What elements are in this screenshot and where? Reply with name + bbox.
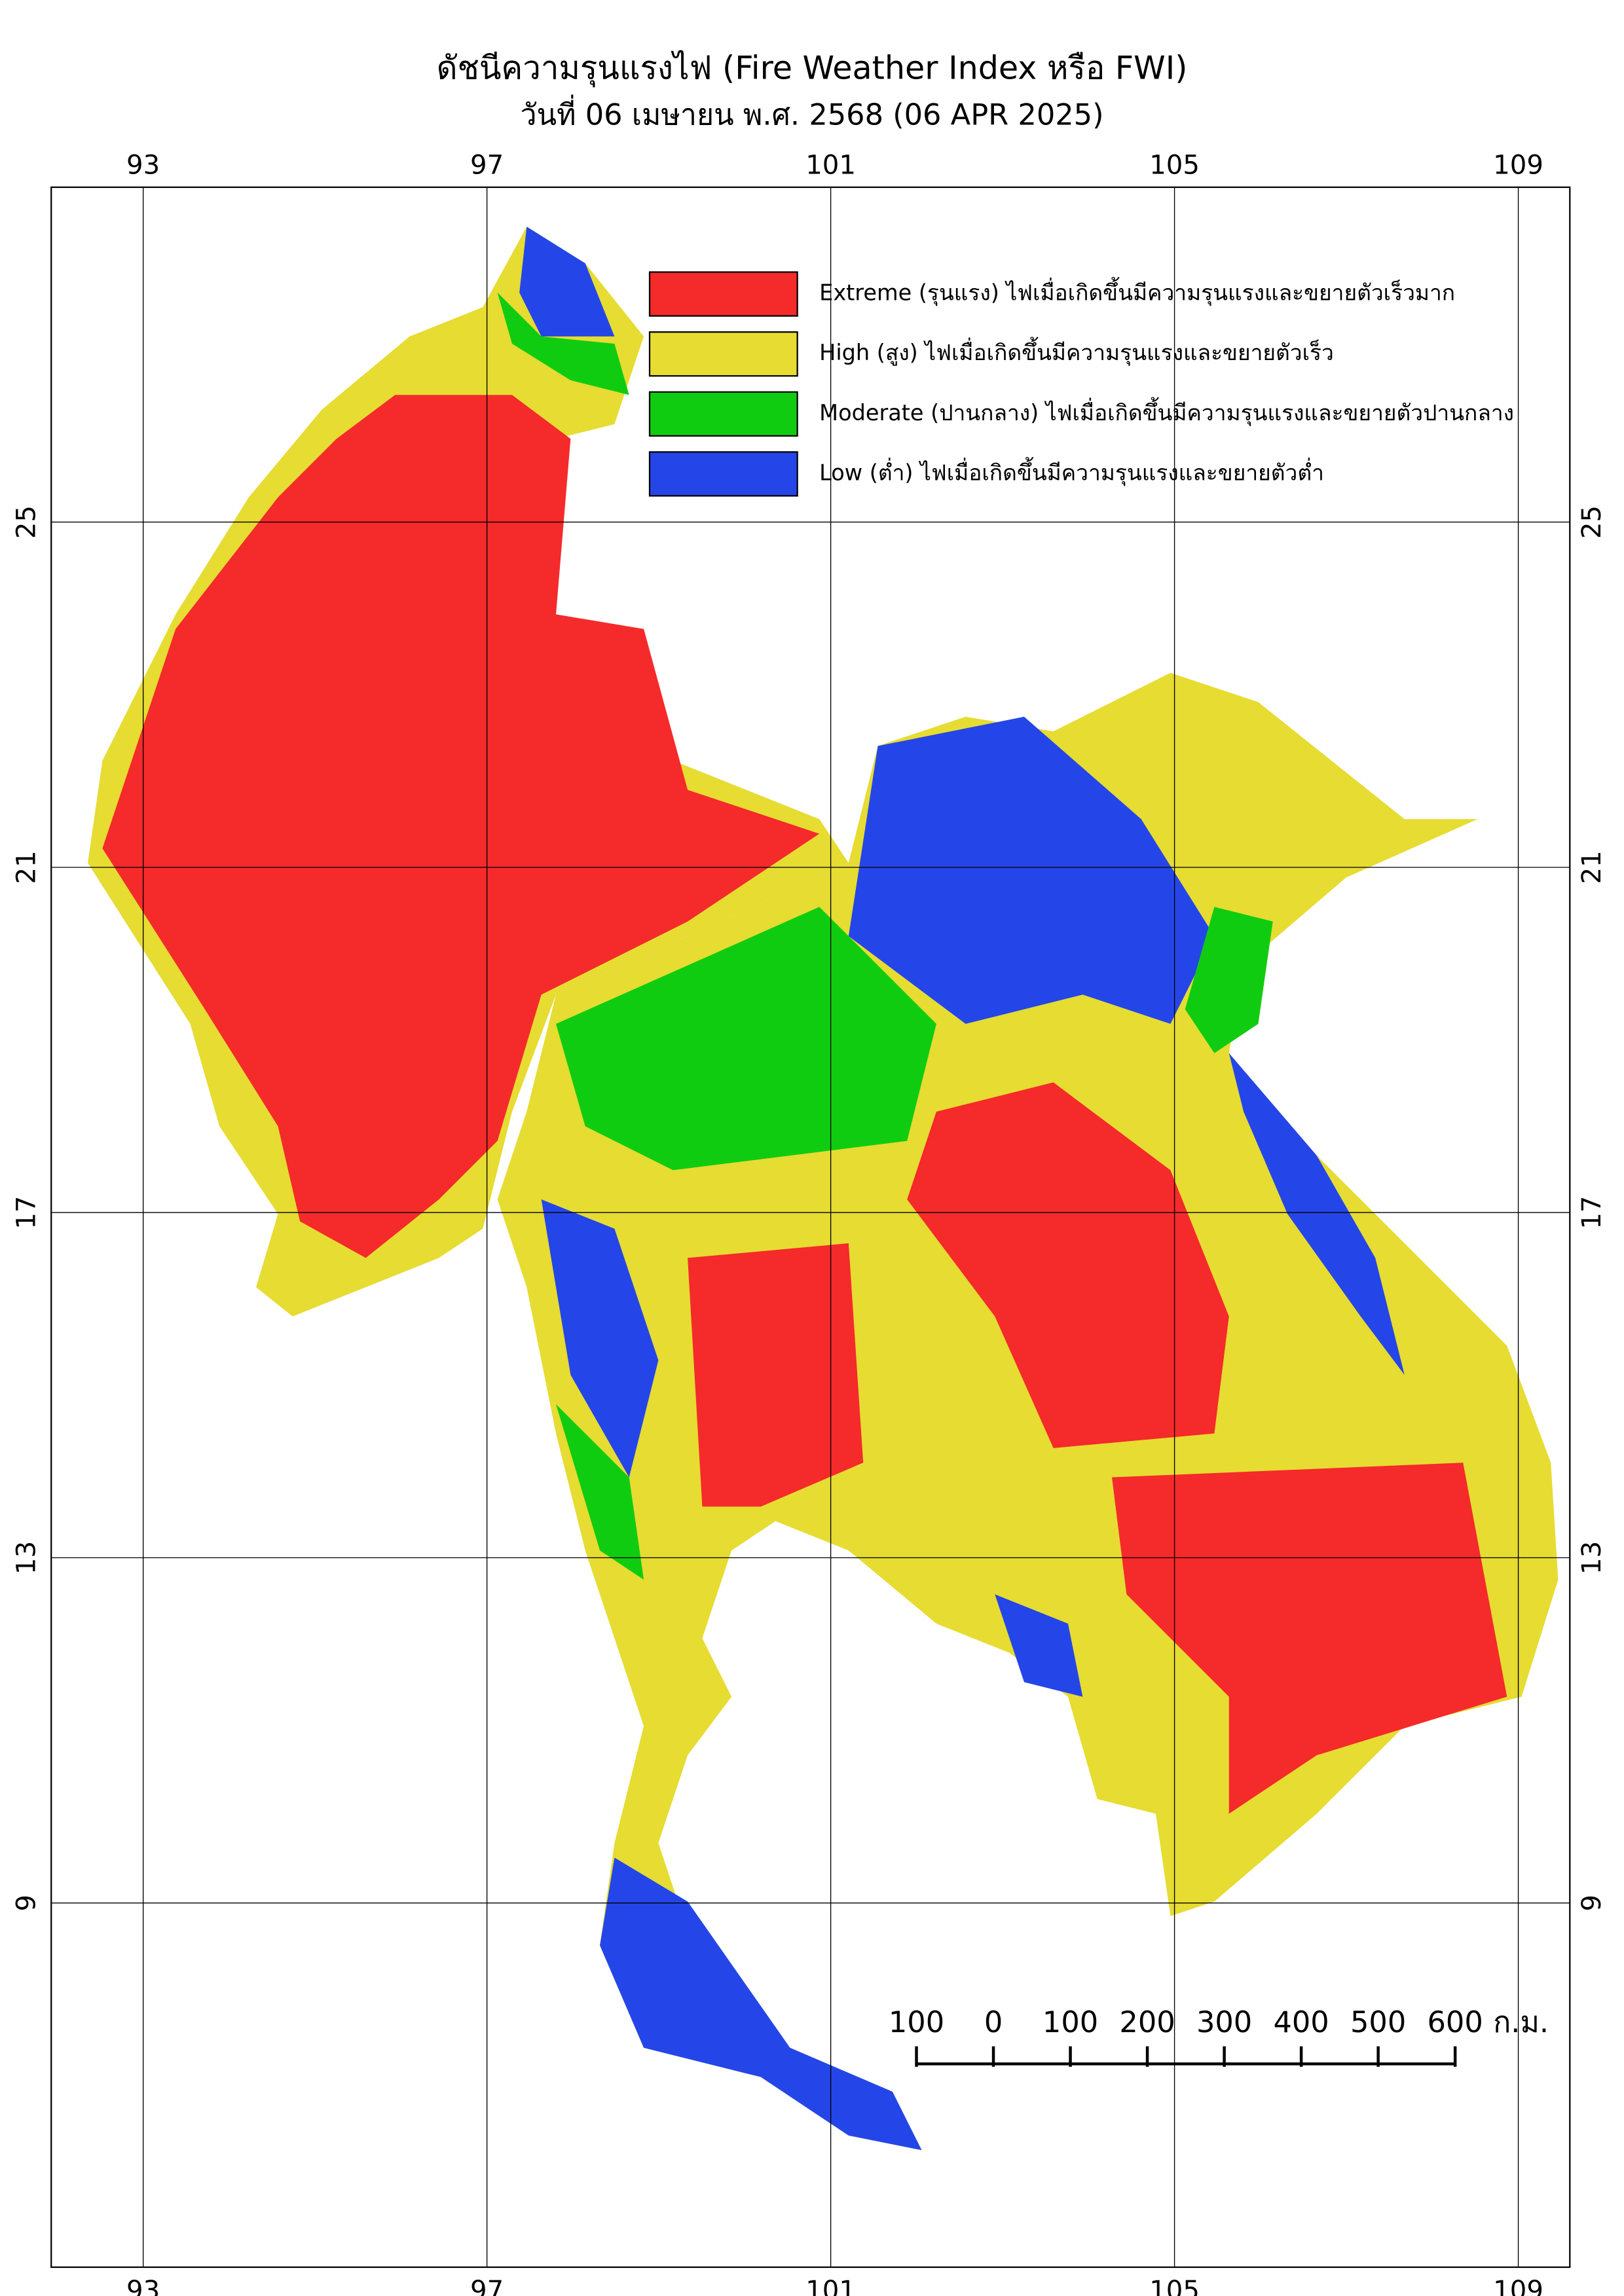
scale-label: 600	[1428, 2005, 1483, 2039]
lat-tick-label: 21	[1577, 850, 1607, 884]
legend-label: Moderate (ปานกลาง) ไฟเมื่อเกิดขึ้นมีความ…	[819, 397, 1514, 426]
region-extreme	[907, 1082, 1229, 1448]
legend-label: Extreme (รุนแรง) ไฟเมื่อเกิดขึ้นมีความรุ…	[819, 277, 1455, 306]
region-moderate	[556, 1404, 644, 1580]
scale-label: 0	[984, 2005, 1003, 2039]
region-low	[519, 227, 615, 337]
scale-bar: 100 0 100 200 300 400 500 600 ก.ม.	[889, 2005, 1549, 2067]
map-subtitle: วันที่ 06 เมษายน พ.ศ. 2568 (06 APR 2025)	[520, 95, 1103, 132]
lat-tick-label: 21	[11, 850, 41, 884]
region-low	[541, 1199, 659, 1478]
lon-tick-label: 109	[1493, 2276, 1543, 2296]
lat-tick-label: 9	[11, 1895, 41, 1912]
scale-label: 300	[1196, 2005, 1252, 2039]
lat-tick-label: 25	[1577, 505, 1607, 539]
region-low	[995, 1594, 1083, 1697]
scale-label: 100	[1043, 2005, 1098, 2039]
region-moderate	[497, 292, 629, 395]
scale-label: 100	[889, 2005, 944, 2039]
lon-tick-label: 101	[805, 151, 856, 181]
region-low	[600, 1857, 922, 2151]
region-low	[848, 716, 1215, 1024]
lat-tick-label: 13	[11, 1541, 41, 1575]
graticule: 93 93 97 97 101 101 105 105 109 109 25 25 21 21 17 17 13…	[11, 151, 1607, 2296]
lon-tick-label: 101	[805, 2276, 856, 2296]
legend: Extreme (รุนแรง) ไฟเมื่อเกิดขึ้นมีความรุ…	[648, 271, 1514, 497]
lon-tick-label: 105	[1149, 151, 1200, 181]
legend-label: High (สูง) ไฟเมื่อเกิดขึ้นมีความรุนแรงแล…	[819, 337, 1334, 366]
region-low	[1228, 1053, 1405, 1376]
region-moderate	[556, 907, 936, 1171]
legend-swatch	[648, 331, 798, 377]
lon-tick-label: 97	[470, 2276, 504, 2296]
lon-tick-label: 97	[470, 151, 504, 181]
lon-tick-label: 109	[1493, 151, 1543, 181]
lat-tick-label: 17	[11, 1195, 41, 1229]
region-moderate	[1185, 907, 1273, 1053]
scale-unit: ก.ม.	[1493, 2005, 1549, 2039]
lat-tick-label: 17	[1577, 1195, 1607, 1229]
lat-tick-label: 13	[1577, 1541, 1607, 1575]
scale-label: 500	[1350, 2005, 1406, 2039]
scale-label: 400	[1273, 2005, 1329, 2039]
legend-swatch	[648, 391, 798, 437]
region-extreme	[688, 1243, 864, 1507]
region-extreme	[102, 395, 820, 1258]
scale-label: 200	[1119, 2005, 1175, 2039]
legend-label: Low (ต่ำ) ไฟเมื่อเกิดขึ้นมีความรุนแรงและ…	[819, 456, 1324, 486]
region-extreme	[1112, 1463, 1507, 1814]
map-title: ดัชนีความรุนแรงไฟ (Fire Weather Index หร…	[437, 49, 1188, 88]
lat-tick-label: 9	[1577, 1895, 1607, 1912]
lon-tick-label: 105	[1149, 2276, 1200, 2296]
lon-tick-label: 93	[126, 2276, 160, 2296]
legend-swatch	[648, 451, 798, 497]
lat-tick-label: 25	[11, 505, 41, 539]
lon-tick-label: 93	[126, 151, 160, 181]
fwi-land	[88, 227, 1559, 2151]
legend-swatch	[648, 271, 798, 317]
